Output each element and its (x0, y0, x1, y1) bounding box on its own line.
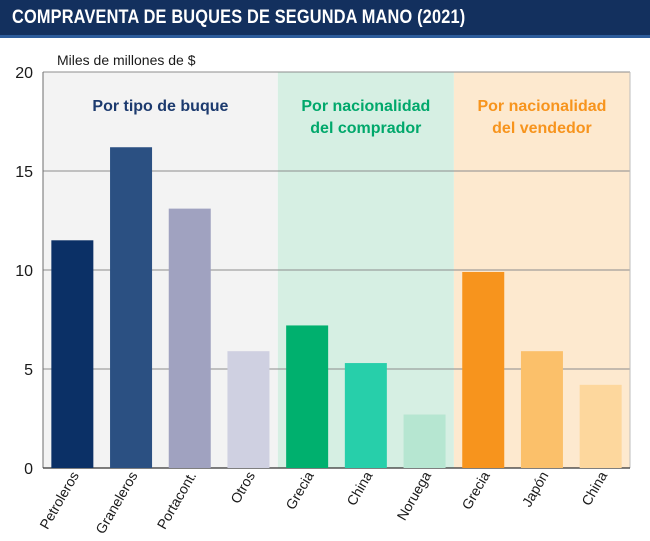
group-title-line: Por nacionalidad (301, 98, 430, 115)
bar-graneleros-1 (110, 147, 153, 468)
x-tick-label-petroleros: Petroleros (36, 469, 82, 532)
x-tick-label-china: China (578, 468, 610, 508)
group-title-1: Por tipo de buque (92, 98, 228, 115)
bar-chart: 0 5 10 15 20 Miles de millones de $ Por tipo d… (15, 52, 631, 537)
x-tick-label-otros: Otros (227, 469, 258, 507)
group-title-line: Por nacionalidad (477, 98, 606, 115)
bar-grecia-3 (462, 271, 505, 468)
bar-jap-n-3 (520, 351, 563, 468)
y-tick-label-0: 0 (24, 461, 33, 478)
x-tick-label-graneleros: Graneleros (92, 469, 140, 537)
group-title-line: Por tipo de buque (92, 98, 228, 115)
group-title-line: del comprador (310, 120, 421, 137)
bar-otros-1 (227, 351, 270, 468)
bar-petroleros-1 (51, 240, 94, 468)
y-axis-label: Miles de millones de $ (57, 52, 196, 68)
group-title-3: Por nacionalidad del vendedor (477, 98, 606, 137)
bar-noruega-2 (403, 414, 446, 468)
group-title-2: Por nacionalidad del comprador (301, 98, 430, 137)
chart-header: COMPRAVENTA DE BUQUES DE SEGUNDA MANO (2… (0, 0, 650, 38)
group-title-line: del vendedor (492, 120, 592, 137)
x-tick-label-noruega: Noruega (393, 468, 434, 523)
y-tick-label-5: 5 (24, 362, 33, 379)
y-tick-label-20: 20 (15, 65, 33, 82)
y-tick-label-10: 10 (15, 263, 33, 280)
chart-title: COMPRAVENTA DE BUQUES DE SEGUNDA MANO (2… (12, 7, 466, 28)
bar-portacont--1 (168, 208, 211, 468)
x-tick-label-jap-n: Japón (519, 469, 552, 510)
bar-china-3 (579, 384, 622, 468)
bar-grecia-2 (286, 325, 329, 468)
x-tick-label-portacont-: Portacont. (154, 469, 200, 532)
x-tick-label-grecia: Grecia (282, 468, 317, 512)
x-tick-label-grecia: Grecia (458, 468, 493, 512)
bar-china-2 (344, 363, 387, 468)
y-tick-label-15: 15 (15, 164, 33, 181)
x-tick-label-china: China (343, 468, 375, 508)
